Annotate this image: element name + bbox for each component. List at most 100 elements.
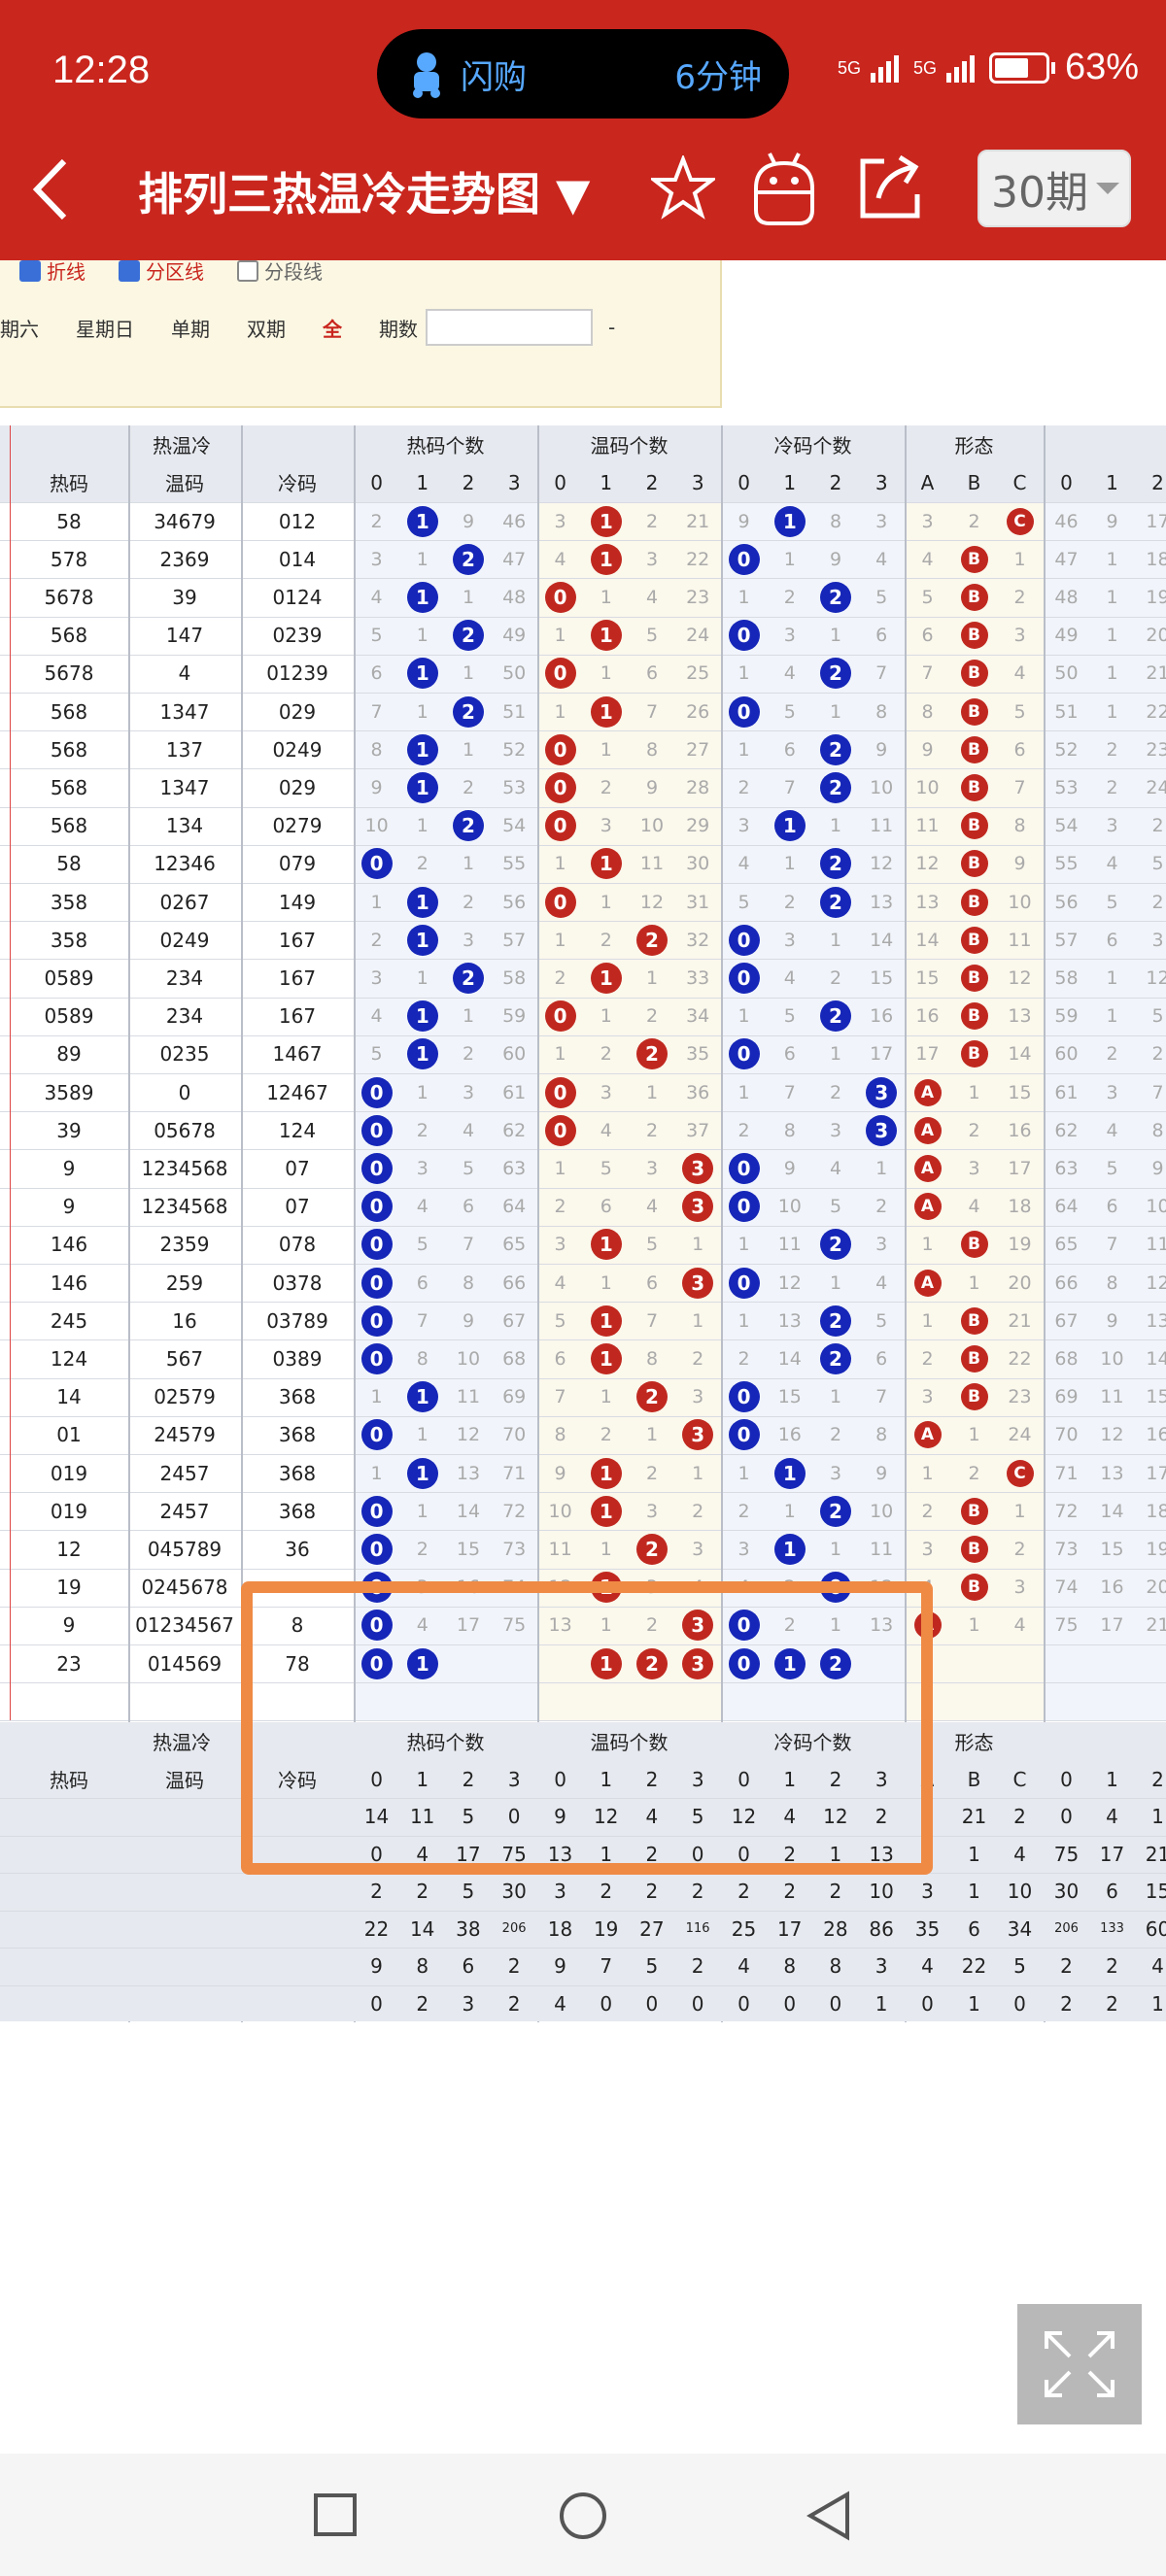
footer-column-header: 0	[737, 1767, 750, 1791]
filter-option[interactable]: 双期	[247, 317, 286, 341]
stat-cell: 8	[783, 1954, 797, 1979]
miss-count: 16	[777, 1424, 802, 1446]
blue-ball: 1	[406, 1381, 438, 1413]
miss-count: 13	[548, 1614, 572, 1637]
period-select-value: 30期	[991, 168, 1088, 218]
miss-count: 2	[1151, 1043, 1164, 1066]
shape-ball: B	[960, 1497, 988, 1525]
stat-cell: 2	[1106, 1954, 1118, 1979]
hot-digits: 9	[62, 1156, 76, 1180]
footer-group-header: 形态	[954, 1731, 994, 1754]
blue-ball: 1	[773, 1457, 806, 1489]
warm-digits: 34679	[154, 509, 216, 533]
red-ball: 1	[590, 1305, 622, 1337]
stat-cell: 0	[507, 1805, 521, 1829]
checkbox-0[interactable]: 折线	[19, 256, 86, 285]
miss-count: 7	[783, 776, 796, 798]
warm-digits: 05678	[154, 1118, 216, 1142]
miss-count: 15	[456, 1538, 481, 1560]
cell-background	[0, 425, 1166, 502]
footer-column-header: 0	[554, 1767, 566, 1791]
hot-digits: 3589	[44, 1080, 94, 1104]
miss-count: 1	[737, 738, 750, 761]
miss-count: 11	[870, 815, 894, 837]
back-icon[interactable]	[29, 157, 72, 221]
miss-count: 8	[645, 1347, 659, 1370]
miss-count: 13	[1008, 1005, 1032, 1028]
miss-count: 72	[502, 1500, 527, 1522]
shape-ball: B	[960, 584, 988, 611]
cold-digits: 03789	[266, 1308, 328, 1333]
miss-count: 18	[1146, 548, 1166, 570]
checkbox-box[interactable]	[237, 259, 258, 282]
group-header: 温码个数	[590, 434, 669, 458]
miss-count: 74	[1054, 1576, 1079, 1599]
miss-count: 17	[915, 1043, 940, 1066]
miss-count: 7	[370, 700, 383, 723]
page-title[interactable]: 排列三热温冷走势图 ▼	[138, 168, 591, 220]
miss-count: 2	[462, 1043, 475, 1066]
shape-ball: A	[913, 1116, 942, 1144]
miss-count: 5	[462, 1157, 475, 1179]
red-ball: 2	[636, 1647, 668, 1679]
miss-count: 12	[1100, 1424, 1124, 1446]
android-icon[interactable]	[750, 150, 818, 227]
miss-count: 23	[686, 586, 710, 608]
miss-count: 4	[645, 586, 659, 608]
checkbox-box[interactable]	[119, 259, 140, 282]
miss-count: 1	[692, 1309, 704, 1332]
miss-count: 50	[1054, 662, 1079, 685]
miss-count: 1	[416, 700, 429, 723]
miss-count: 1	[1106, 548, 1118, 570]
row-divider	[0, 540, 1166, 542]
miss-count: 10	[1008, 891, 1032, 913]
fullscreen-button[interactable]	[1017, 2304, 1142, 2424]
star-icon[interactable]	[651, 155, 715, 220]
miss-count: 62	[1054, 1119, 1079, 1141]
recents-icon[interactable]	[313, 2492, 358, 2537]
filter-option[interactable]: 单期	[171, 317, 210, 341]
period-select[interactable]: 30期	[977, 150, 1131, 227]
miss-count: 70	[1054, 1424, 1079, 1446]
miss-count: 3	[737, 815, 750, 837]
options-panel: 折线 分区线 分段线 期六 星期日 单期 双期 全 期数 -	[0, 259, 722, 408]
miss-count: 11	[548, 1538, 572, 1560]
miss-count: 9	[370, 776, 383, 798]
hot-digits: 019	[50, 1499, 88, 1523]
miss-count: 7	[921, 662, 934, 685]
miss-count: 1	[783, 1500, 796, 1522]
dynamic-island-pill[interactable]: 闪购 6分钟	[377, 29, 789, 119]
battery-icon	[989, 51, 1050, 84]
miss-count: 6	[875, 625, 888, 647]
shape-ball: A	[913, 1421, 942, 1449]
blue-ball: 1	[406, 924, 438, 956]
miss-count: 16	[1008, 1119, 1032, 1141]
miss-count: 2	[645, 1614, 659, 1637]
period-input[interactable]	[426, 309, 593, 346]
blue-ball: 1	[406, 1647, 438, 1679]
red-ball: 0	[544, 582, 576, 613]
filter-option[interactable]: 星期日	[76, 317, 134, 341]
pill-app-name: 闪购	[461, 58, 527, 97]
column-header: C	[1012, 470, 1027, 494]
stat-cell: 4	[1151, 1954, 1164, 1979]
miss-count: 1	[462, 662, 475, 685]
blue-ball: 0	[360, 1495, 393, 1527]
checkbox-2[interactable]: 分段线	[237, 256, 323, 285]
miss-count: 9	[875, 1462, 888, 1484]
back-nav-icon[interactable]	[806, 2491, 851, 2541]
miss-count: 1	[600, 586, 612, 608]
home-icon[interactable]	[558, 2491, 608, 2541]
row-divider	[0, 578, 1166, 580]
miss-count: 1	[783, 548, 796, 570]
share-icon[interactable]	[855, 152, 927, 223]
shape-ball: B	[960, 888, 988, 916]
column-header: 0	[554, 470, 566, 494]
filter-option[interactable]: 全	[323, 317, 342, 341]
footer-column-header: 2	[645, 1767, 659, 1791]
red-ball: 1	[590, 1457, 622, 1489]
checkbox-1[interactable]: 分区线	[119, 256, 204, 285]
checkbox-box[interactable]	[19, 259, 41, 282]
filter-option[interactable]: 期六	[0, 317, 39, 341]
checkbox-label: 折线	[47, 260, 86, 284]
